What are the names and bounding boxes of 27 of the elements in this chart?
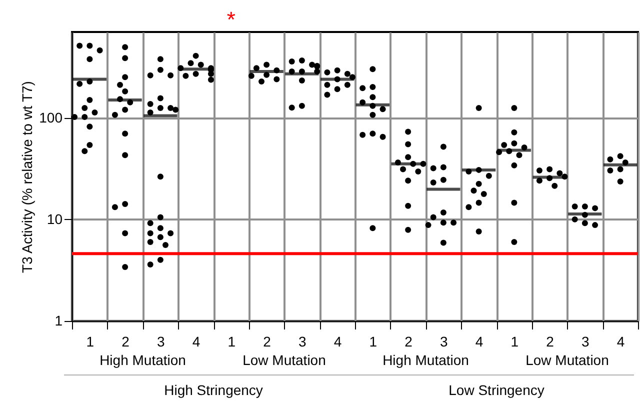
x-tick-label: 4	[475, 334, 484, 350]
x-tick-label: 2	[263, 334, 272, 350]
x-tick-label: 2	[122, 334, 130, 350]
text: Low Mutation	[526, 352, 609, 368]
x-tick-label: 2	[404, 334, 413, 350]
y-tick-label: 10	[46, 210, 63, 227]
text: High Stringency	[164, 382, 263, 398]
y-axis-title: T3 Activity (% relative to wt T7)	[19, 81, 36, 273]
y-tick-label: 100	[39, 109, 63, 126]
x-tick-label: 3	[440, 334, 448, 350]
x-tick-label: 1	[86, 334, 94, 350]
x-tick-label: 1	[369, 334, 378, 350]
text: High Mutation	[382, 352, 469, 368]
y-tick-label: 1	[54, 312, 63, 328]
x-tick-label: 4	[192, 334, 200, 350]
x-tick-label: 1	[510, 334, 519, 350]
text: Low Stringency	[448, 382, 544, 398]
text: Low Mutation	[242, 352, 326, 368]
x-tick-label: 4	[616, 334, 625, 350]
x-tick-label: 2	[546, 334, 554, 350]
x-tick-label: 3	[582, 334, 590, 350]
x-tick-label: 3	[298, 334, 307, 350]
x-tick-label: 3	[157, 334, 166, 350]
x-tick-label: 1	[228, 334, 236, 350]
x-tick-label: 4	[334, 334, 342, 350]
text: *	[226, 7, 236, 32]
text: High Mutation	[100, 352, 186, 368]
